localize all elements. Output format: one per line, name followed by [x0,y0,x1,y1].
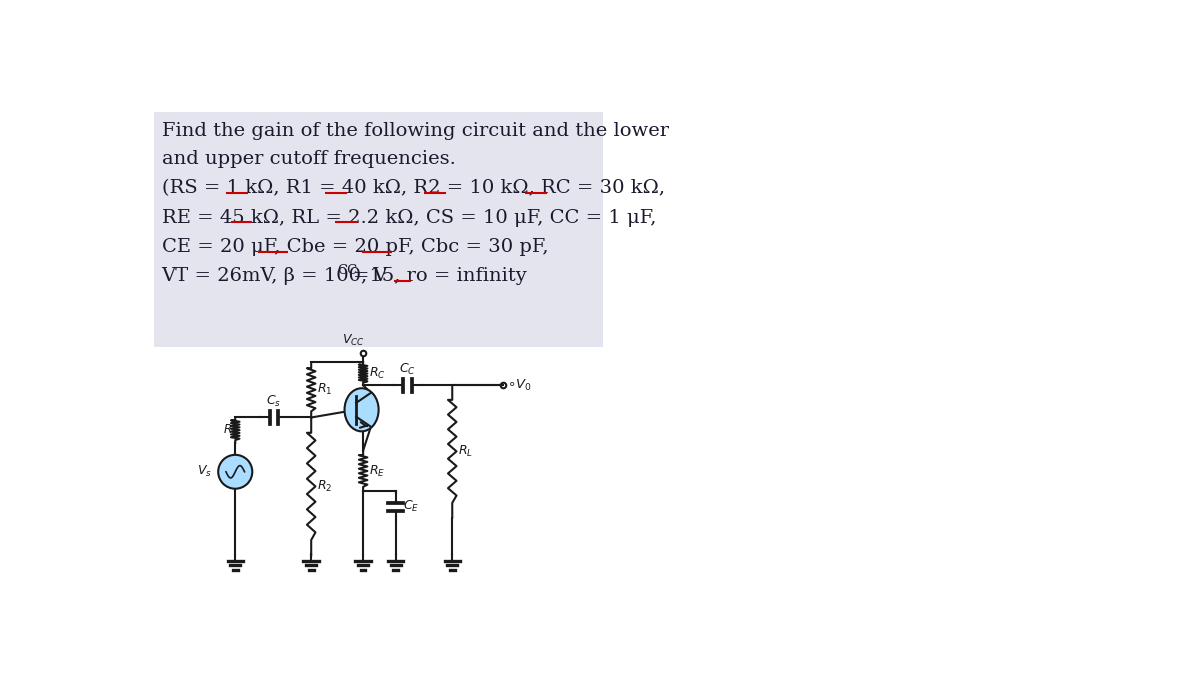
Text: $R_1$: $R_1$ [317,382,332,398]
Text: $C_s$: $C_s$ [266,394,282,409]
Text: $V_s$: $V_s$ [197,464,212,479]
Text: $R_E$: $R_E$ [368,464,385,479]
FancyBboxPatch shape [154,112,604,347]
Text: and upper cutoff frequencies.: and upper cutoff frequencies. [162,151,456,168]
Text: =15, ro = infinity: =15, ro = infinity [353,267,527,286]
Text: CE = 20 μF, Cbe = 20 pF, Cbc = 30 pF,: CE = 20 μF, Cbe = 20 pF, Cbc = 30 pF, [162,238,548,256]
Text: CC: CC [337,264,358,277]
Text: RE = 45 kΩ, RL = 2.2 kΩ, CS = 10 μF, CC = 1 μF,: RE = 45 kΩ, RL = 2.2 kΩ, CS = 10 μF, CC … [162,209,656,227]
Text: $C_C$: $C_C$ [398,362,415,377]
Text: $R_L$: $R_L$ [457,444,473,459]
Text: (RS = 1 kΩ, R1 = 40 kΩ, R2 = 10 kΩ, RC = 30 kΩ,: (RS = 1 kΩ, R1 = 40 kΩ, R2 = 10 kΩ, RC =… [162,180,665,198]
Text: $V_{CC}$: $V_{CC}$ [342,333,365,348]
Text: $R_s$: $R_s$ [223,423,238,438]
Text: $R_2$: $R_2$ [317,479,332,494]
Text: $C_E$: $C_E$ [403,500,419,514]
Ellipse shape [344,388,379,431]
Text: Find the gain of the following circuit and the lower: Find the gain of the following circuit a… [162,122,668,140]
Text: $R_C$: $R_C$ [368,366,385,381]
Circle shape [218,455,252,489]
Text: $\circ V_0$: $\circ V_0$ [508,377,532,393]
Text: VT = 26mV, β = 100, V: VT = 26mV, β = 100, V [162,267,388,286]
